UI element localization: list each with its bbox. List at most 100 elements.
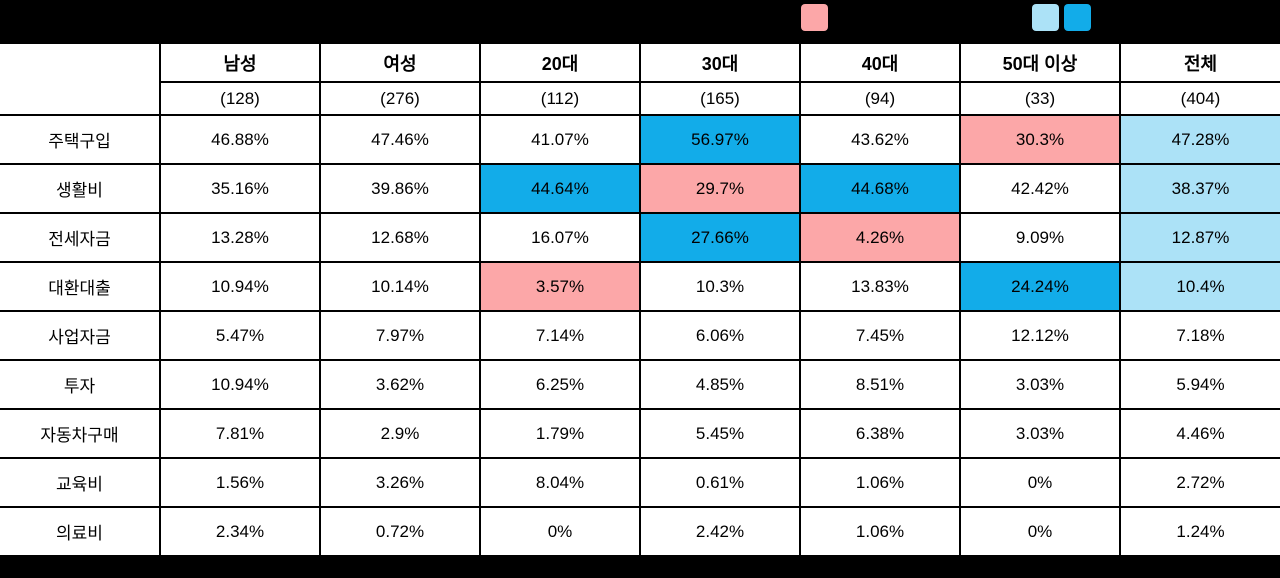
value-cell: 7.45% xyxy=(799,310,961,361)
value-cell: 1.24% xyxy=(1119,506,1280,558)
column-count: (128) xyxy=(160,81,321,116)
column-count: (276) xyxy=(319,81,481,116)
value-cell: 12.68% xyxy=(319,212,481,263)
value-cell: 10.3% xyxy=(639,261,801,312)
row-label: 투자 xyxy=(0,359,161,410)
value-cell: 5.47% xyxy=(159,310,321,361)
legend-pink-swatch xyxy=(801,4,828,31)
value-cell: 38.37% xyxy=(1119,163,1280,214)
table-row: 대환대출 10.94% 10.14% 3.57% 10.3% 13.83% 24.24% 10… xyxy=(0,261,1280,312)
row-label: 생활비 xyxy=(0,163,161,214)
value-cell: 5.94% xyxy=(1119,359,1280,410)
column-count: (33) xyxy=(959,81,1121,116)
value-cell: 44.68% xyxy=(799,163,961,214)
value-cell: 13.28% xyxy=(159,212,321,263)
value-cell: 5.45% xyxy=(639,408,801,459)
value-cell: 4.46% xyxy=(1119,408,1280,459)
table-row: 주택구입 46.88% 47.46% 41.07% 56.97% 43.62% 30.3% 4… xyxy=(0,114,1280,165)
row-label: 의료비 xyxy=(0,506,161,558)
value-cell: 12.12% xyxy=(959,310,1121,361)
value-cell: 8.51% xyxy=(799,359,961,410)
table-row: 투자 10.94% 3.62% 6.25% 4.85% 8.51% 3.03% 5.94% xyxy=(0,359,1280,410)
value-cell: 7.81% xyxy=(159,408,321,459)
row-label: 주택구입 xyxy=(0,114,161,165)
row-label: 교육비 xyxy=(0,457,161,508)
loan-purpose-table: 남성 여성 20대 30대 40대 50대 이상 전체 (128) (276) (112) (165… xyxy=(0,44,1280,558)
column-count: (94) xyxy=(799,81,961,116)
value-cell: 7.97% xyxy=(319,310,481,361)
value-cell: 1.06% xyxy=(799,506,961,558)
value-cell: 0% xyxy=(959,457,1121,508)
value-cell: 4.26% xyxy=(799,212,961,263)
value-cell: 4.85% xyxy=(639,359,801,410)
top-bar xyxy=(0,0,1280,44)
column-header: 30대 xyxy=(639,44,801,83)
row-label: 사업자금 xyxy=(0,310,161,361)
value-cell: 13.83% xyxy=(799,261,961,312)
row-label: 대환대출 xyxy=(0,261,161,312)
column-count: (112) xyxy=(479,81,641,116)
value-cell: 24.24% xyxy=(959,261,1121,312)
value-cell: 12.87% xyxy=(1119,212,1280,263)
value-cell: 3.03% xyxy=(959,359,1121,410)
value-cell: 1.56% xyxy=(159,457,321,508)
value-cell: 39.86% xyxy=(319,163,481,214)
table-body: 주택구입 46.88% 47.46% 41.07% 56.97% 43.62% 30.3% 4… xyxy=(0,114,1280,558)
column-header: 남성 xyxy=(159,44,321,83)
value-cell: 16.07% xyxy=(479,212,641,263)
row-label: 전세자금 xyxy=(0,212,161,263)
value-cell: 0.61% xyxy=(639,457,801,508)
value-cell: 7.18% xyxy=(1119,310,1280,361)
value-cell: 47.46% xyxy=(319,114,481,165)
value-cell: 0% xyxy=(479,506,641,558)
value-cell: 43.62% xyxy=(799,114,961,165)
legend-blue-swatch xyxy=(1064,4,1091,31)
value-cell: 30.3% xyxy=(959,114,1121,165)
value-cell: 3.03% xyxy=(959,408,1121,459)
value-cell: 2.9% xyxy=(319,408,481,459)
corner-cell xyxy=(0,44,161,116)
value-cell: 46.88% xyxy=(159,114,321,165)
value-cell: 3.26% xyxy=(319,457,481,508)
value-cell: 7.14% xyxy=(479,310,641,361)
value-cell: 0.72% xyxy=(319,506,481,558)
value-cell: 2.34% xyxy=(159,506,321,558)
row-label: 자동차구매 xyxy=(0,408,161,459)
value-cell: 6.06% xyxy=(639,310,801,361)
column-count: (165) xyxy=(639,81,801,116)
value-cell: 3.57% xyxy=(479,261,641,312)
table-row: 생활비 35.16% 39.86% 44.64% 29.7% 44.68% 42.42% 38… xyxy=(0,163,1280,214)
column-header: 20대 xyxy=(479,44,641,83)
value-cell: 35.16% xyxy=(159,163,321,214)
value-cell: 41.07% xyxy=(479,114,641,165)
column-header: 40대 xyxy=(799,44,961,83)
value-cell: 10.14% xyxy=(319,261,481,312)
column-header: 여성 xyxy=(319,44,481,83)
table-row: 사업자금 5.47% 7.97% 7.14% 6.06% 7.45% 12.12% 7.18% xyxy=(0,310,1280,361)
value-cell: 29.7% xyxy=(639,163,801,214)
value-cell: 10.94% xyxy=(159,261,321,312)
value-cell: 44.64% xyxy=(479,163,641,214)
value-cell: 3.62% xyxy=(319,359,481,410)
value-cell: 10.4% xyxy=(1119,261,1280,312)
value-cell: 8.04% xyxy=(479,457,641,508)
table-row: 교육비 1.56% 3.26% 8.04% 0.61% 1.06% 0% 2.72% xyxy=(0,457,1280,508)
value-cell: 27.66% xyxy=(639,212,801,263)
table-row: 전세자금 13.28% 12.68% 16.07% 27.66% 4.26% 9.09% 12… xyxy=(0,212,1280,263)
value-cell: 42.42% xyxy=(959,163,1121,214)
table-header: 남성 여성 20대 30대 40대 50대 이상 전체 (128) (276) (112) (165… xyxy=(0,44,1280,116)
legend-lightblue-swatch xyxy=(1032,4,1059,31)
value-cell: 2.72% xyxy=(1119,457,1280,508)
value-cell: 2.42% xyxy=(639,506,801,558)
column-header: 50대 이상 xyxy=(959,44,1121,83)
value-cell: 56.97% xyxy=(639,114,801,165)
value-cell: 1.79% xyxy=(479,408,641,459)
table-row: 의료비 2.34% 0.72% 0% 2.42% 1.06% 0% 1.24% xyxy=(0,506,1280,558)
value-cell: 1.06% xyxy=(799,457,961,508)
value-cell: 47.28% xyxy=(1119,114,1280,165)
value-cell: 0% xyxy=(959,506,1121,558)
value-cell: 6.38% xyxy=(799,408,961,459)
value-cell: 10.94% xyxy=(159,359,321,410)
column-header: 전체 xyxy=(1119,44,1280,83)
